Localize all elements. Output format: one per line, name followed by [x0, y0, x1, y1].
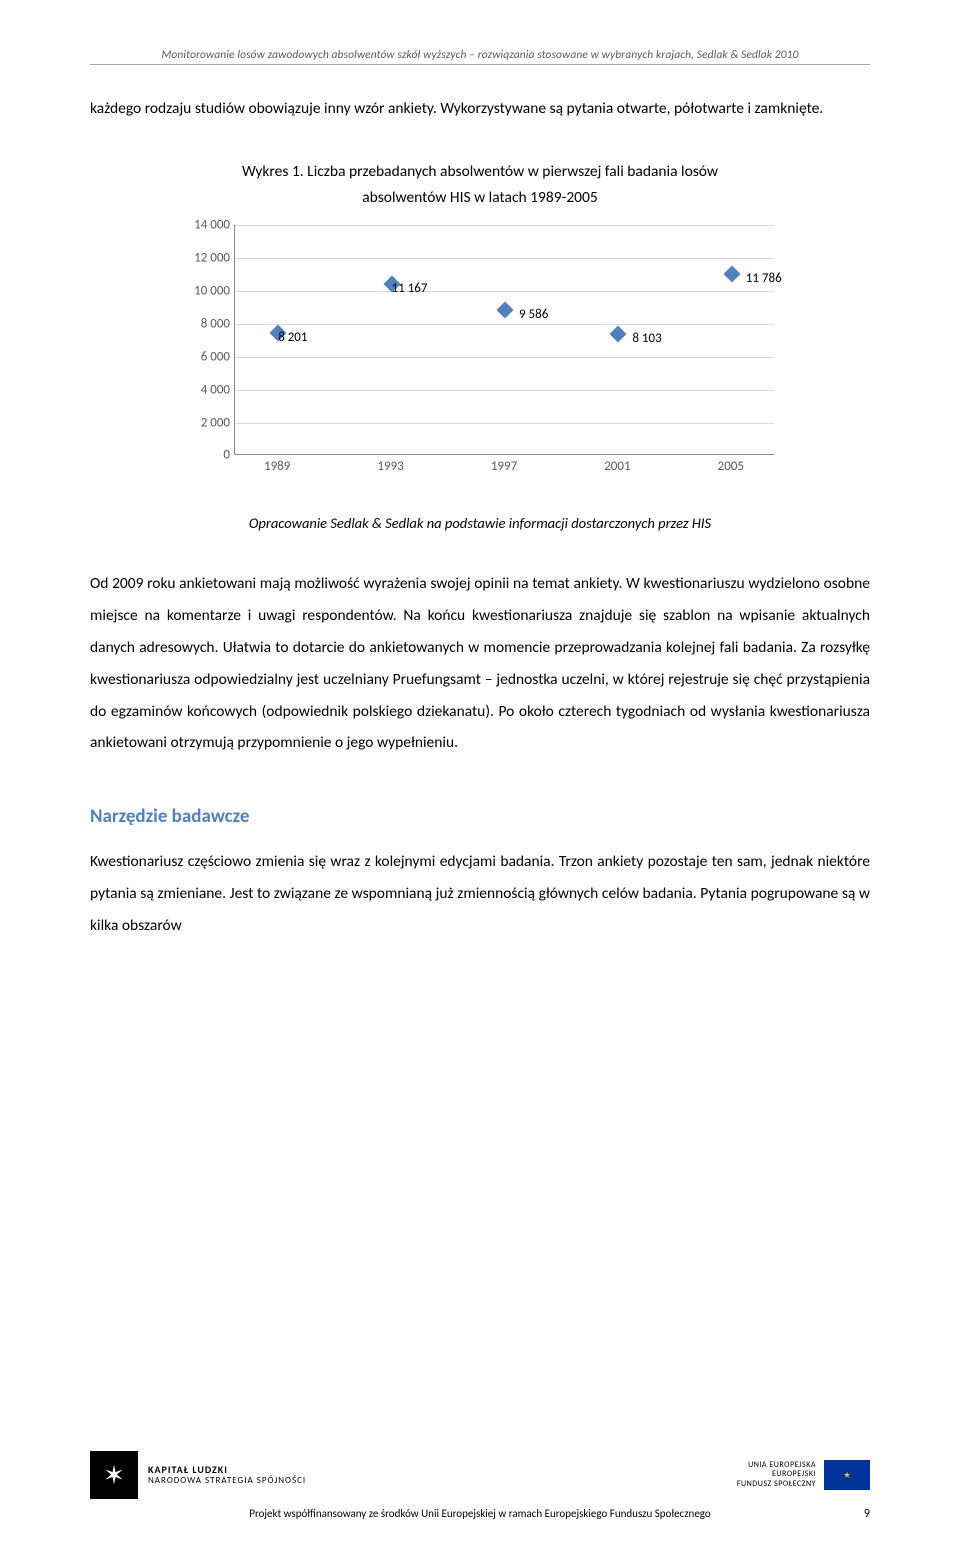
scatter-chart: 8 201 11 167 9 586 8 103 11 786 0 2 000 4 000 6… [170, 221, 790, 486]
chart-x-tick-label: 1989 [264, 459, 290, 474]
kl-line1: KAPITAŁ LUDZKI [148, 1464, 306, 1476]
chart-x-tick-label: 2005 [718, 459, 744, 474]
chart-gridline [235, 258, 774, 259]
chart-title-rest: Liczba przebadanych absolwentów w pierws… [304, 162, 718, 207]
chart-data-point: 8 103 [612, 328, 624, 340]
diamond-marker-icon [610, 326, 627, 343]
chart-y-tick-label: 2 000 [174, 415, 230, 430]
paragraph-2: Od 2009 roku ankietowani mają możliwość … [90, 568, 870, 759]
chart-y-tick-label: 8 000 [174, 317, 230, 332]
chart-gridline [235, 357, 774, 358]
footer-line: Projekt współfinansowany ze środków Unii… [90, 1507, 870, 1520]
footer-logos: ✶ KAPITAŁ LUDZKI NARODOWA STRATEGIA SPÓJ… [90, 1451, 870, 1499]
running-header-text: Monitorowanie losów zawodowych absolwent… [161, 48, 798, 62]
chart-x-tick-label: 1993 [377, 459, 403, 474]
chart-caption-text: Opracowanie Sedlak & Sedlak na podstawie… [249, 514, 711, 532]
chart-caption: Opracowanie Sedlak & Sedlak na podstawie… [90, 514, 870, 532]
chart-data-label: 8 103 [632, 331, 661, 346]
chart-data-point: 8 201 [272, 327, 284, 339]
chart-gridline [235, 225, 774, 226]
kl-badge-icon: ✶ [90, 1451, 138, 1499]
chart-data-point: 11 786 [726, 268, 738, 280]
intro-paragraph: każdego rodzaju studiów obowiązuje inny … [90, 93, 870, 125]
chart-title-prefix: Wykres 1. [242, 162, 304, 181]
footer-text: Projekt współfinansowany ze środków Unii… [249, 1507, 710, 1520]
chart-x-tick-label: 2001 [604, 459, 630, 474]
chart-container: 8 201 11 167 9 586 8 103 11 786 0 2 000 4 000 6… [170, 221, 790, 486]
chart-x-tick-label: 1997 [491, 459, 517, 474]
chart-gridline [235, 423, 774, 424]
eu-flag-icon: ⋆ [824, 1460, 870, 1490]
kl-text: KAPITAŁ LUDZKI NARODOWA STRATEGIA SPÓJNO… [148, 1464, 306, 1487]
chart-y-tick-label: 0 [174, 448, 230, 463]
logo-unia-europejska: UNIA EUROPEJSKA EUROPEJSKI FUNDUSZ SPOŁE… [737, 1460, 870, 1490]
ue-text: UNIA EUROPEJSKA EUROPEJSKI FUNDUSZ SPOŁE… [737, 1461, 816, 1490]
diamond-marker-icon [497, 301, 514, 318]
paragraph-3: Kwestionariusz częściowo zmienia się wra… [90, 846, 870, 941]
running-header: Monitorowanie losów zawodowych absolwent… [90, 48, 870, 65]
page-number: 9 [864, 1507, 870, 1521]
chart-gridline [235, 291, 774, 292]
chart-data-point: 9 586 [499, 304, 511, 316]
star-icon: ✶ [103, 1462, 125, 1488]
chart-y-tick-label: 6 000 [174, 349, 230, 364]
chart-data-label: 11 786 [746, 271, 782, 286]
ue-line3: FUNDUSZ SPOŁECZNY [737, 1480, 816, 1490]
page-footer: ✶ KAPITAŁ LUDZKI NARODOWA STRATEGIA SPÓJ… [90, 1451, 870, 1520]
chart-title: Wykres 1. Liczba przebadanych absolwentó… [200, 159, 760, 212]
logo-kapital-ludzki: ✶ KAPITAŁ LUDZKI NARODOWA STRATEGIA SPÓJ… [90, 1451, 306, 1499]
chart-gridline [235, 390, 774, 391]
chart-y-tick-label: 14 000 [174, 218, 230, 233]
chart-plot-area: 8 201 11 167 9 586 8 103 11 786 [234, 225, 774, 455]
chart-data-point: 11 167 [386, 278, 398, 290]
section-heading: Narzędzie badawcze [90, 805, 870, 828]
chart-y-tick-label: 10 000 [174, 284, 230, 299]
chart-y-tick-label: 4 000 [174, 382, 230, 397]
diamond-marker-icon [723, 265, 740, 282]
chart-y-tick-label: 12 000 [174, 251, 230, 266]
chart-data-label: 9 586 [519, 307, 548, 322]
chart-gridline [235, 324, 774, 325]
kl-line2: NARODOWA STRATEGIA SPÓJNOŚCI [148, 1476, 306, 1487]
